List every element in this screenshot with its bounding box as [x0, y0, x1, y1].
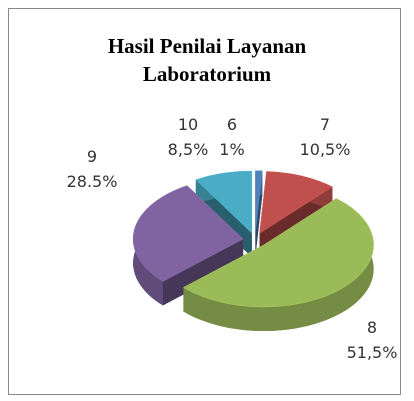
slice-value-label: 8,5% [168, 140, 209, 159]
slice-category-label: 6 [227, 115, 237, 134]
slice-category-label: 9 [87, 147, 97, 166]
slice-value-label: 10,5% [300, 140, 351, 159]
slice-group [182, 198, 374, 332]
slice-category-label: 10 [178, 115, 198, 134]
slice-category-label: 7 [320, 115, 330, 134]
slice [259, 171, 333, 234]
slice-value-label: 28.5% [67, 172, 118, 191]
chart-title: Hasil Penilai Layanan Laboratorium [107, 34, 307, 86]
slice-group [255, 170, 263, 257]
slice [255, 170, 263, 233]
slice-value-label: 51,5% [347, 343, 398, 362]
slice-side [183, 198, 374, 332]
slice-group [132, 185, 244, 306]
slice [195, 170, 253, 234]
slice-wall [162, 238, 244, 306]
slice [132, 185, 244, 282]
slice-value-label: 1% [219, 140, 244, 159]
slice-category-label: 8 [367, 318, 377, 337]
slice [182, 198, 374, 308]
